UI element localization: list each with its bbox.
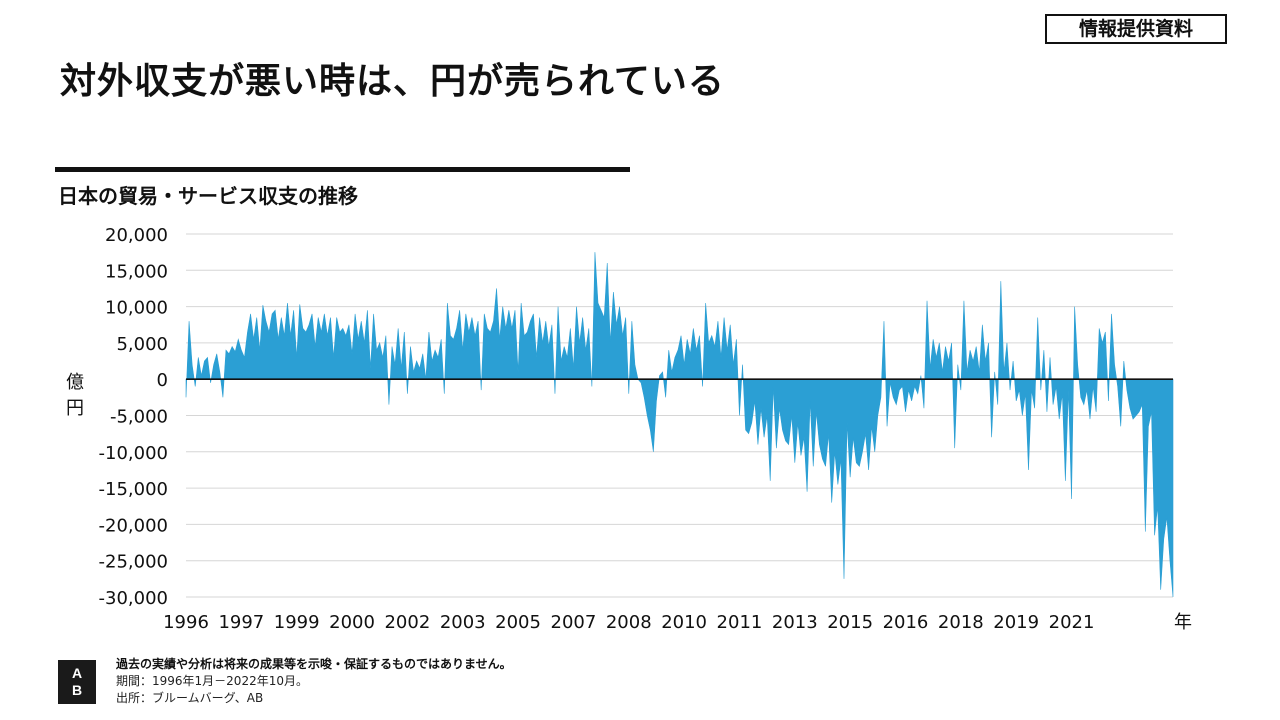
ab-logo: A B [58, 660, 96, 704]
y-tick-label: -10,000 [99, 443, 168, 464]
x-tick-label: 1999 [274, 612, 320, 633]
logo-letter-b: B [71, 682, 83, 698]
y-tick-label: -5,000 [110, 407, 168, 428]
x-tick-label: 1997 [218, 612, 264, 633]
y-tick-label: 0 [157, 370, 168, 391]
y-tick-label: 15,000 [105, 261, 168, 282]
x-tick-label: 2008 [606, 612, 652, 633]
x-tick-label: 2002 [384, 612, 430, 633]
y-tick-label: -15,000 [99, 479, 168, 500]
y-tick-label: 10,000 [105, 298, 168, 319]
y-tick-label: -20,000 [99, 515, 168, 536]
chart-title: 日本の貿易・サービス収支の推移 [58, 184, 358, 208]
x-tick-label: 2011 [717, 612, 763, 633]
x-tick-label: 2005 [495, 612, 541, 633]
x-tick-label: 2016 [883, 612, 929, 633]
x-tick-label: 2010 [661, 612, 707, 633]
x-axis-ticks: 1996 1997 1999 2000 2002 2003 2005 2007 2008 2010… [163, 612, 1094, 633]
title-rule [55, 167, 630, 172]
x-tick-label: 2021 [1049, 612, 1095, 633]
x-tick-label: 2013 [772, 612, 818, 633]
footnote-source: 出所：ブルームバーグ、AB [116, 691, 264, 705]
y-axis-unit: 億円 [66, 372, 84, 419]
footnote-period: 期間：1996年1月－2022年10月。 [116, 674, 308, 688]
balance-area [185, 252, 1174, 598]
info-badge: 情報提供資料 [1045, 14, 1227, 44]
x-tick-label: 2007 [551, 612, 597, 633]
x-tick-label: 2000 [329, 612, 375, 633]
y-tick-label: -25,000 [99, 552, 168, 573]
footnote-disclaimer: 過去の実績や分析は将来の成果等を示唆・保証するものではありません。 [116, 657, 512, 671]
x-tick-label: 2018 [938, 612, 984, 633]
balance-series-area [185, 252, 1174, 598]
x-tick-label: 2015 [827, 612, 873, 633]
page-title: 対外収支が悪い時は、円が売られている [60, 61, 725, 102]
x-tick-label: 1996 [163, 612, 209, 633]
y-axis-ticks: 20,000 15,000 10,000 5,000 0 -5,000 -10,000 -15… [99, 225, 168, 609]
x-tick-label: 2003 [440, 612, 486, 633]
logo-letter-a: A [71, 665, 83, 681]
y-tick-label: 20,000 [105, 225, 168, 246]
footnote: 過去の実績や分析は将来の成果等を示唆・保証するものではありません。 期間：199… [116, 656, 512, 707]
grid-lines [186, 233, 1173, 598]
y-tick-label: -30,000 [99, 588, 168, 609]
x-axis-unit: 年 [1174, 612, 1192, 633]
y-tick-label: 5,000 [116, 334, 168, 355]
x-tick-label: 2019 [993, 612, 1039, 633]
